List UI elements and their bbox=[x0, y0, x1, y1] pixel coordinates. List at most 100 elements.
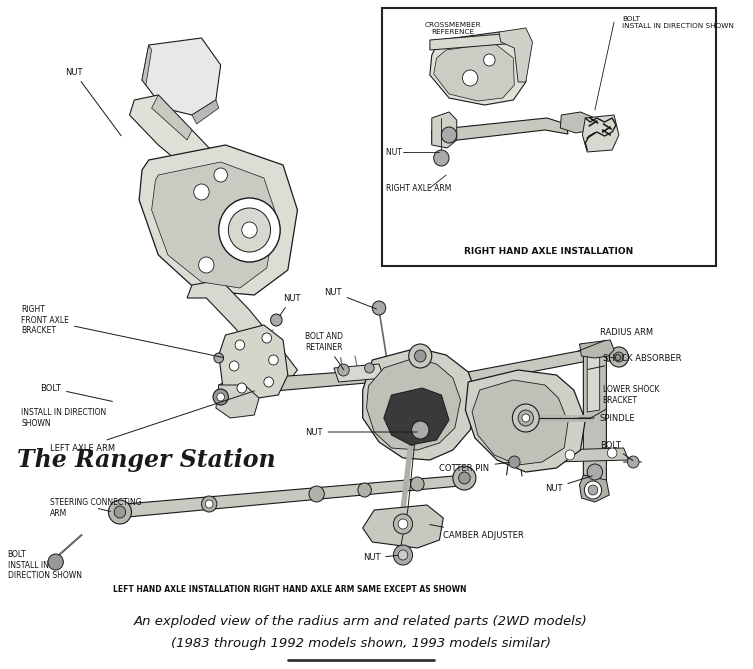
Circle shape bbox=[217, 393, 224, 401]
Text: LEFT AXLE ARM: LEFT AXLE ARM bbox=[50, 391, 255, 452]
Text: LOWER SHOCK
BRACKET: LOWER SHOCK BRACKET bbox=[590, 385, 659, 419]
Text: SPINDLE: SPINDLE bbox=[578, 413, 636, 423]
Text: BOLT
INSTALL IN
DIRECTION SHOWN: BOLT INSTALL IN DIRECTION SHOWN bbox=[8, 550, 81, 580]
Polygon shape bbox=[363, 348, 478, 460]
Circle shape bbox=[202, 496, 217, 512]
Polygon shape bbox=[192, 100, 219, 124]
Circle shape bbox=[459, 472, 470, 484]
Text: An exploded view of the radius arm and related parts (2WD models): An exploded view of the radius arm and r… bbox=[134, 615, 587, 628]
Text: BOLT AND
RETAINER: BOLT AND RETAINER bbox=[305, 332, 344, 370]
Text: CAMBER ADJUSTER: CAMBER ADJUSTER bbox=[430, 524, 524, 539]
Circle shape bbox=[398, 550, 408, 560]
Polygon shape bbox=[334, 364, 384, 382]
Polygon shape bbox=[580, 340, 614, 358]
Polygon shape bbox=[560, 112, 595, 133]
Polygon shape bbox=[472, 380, 568, 465]
Circle shape bbox=[213, 389, 228, 405]
Polygon shape bbox=[584, 345, 606, 485]
Polygon shape bbox=[434, 43, 514, 101]
Circle shape bbox=[237, 383, 246, 393]
Polygon shape bbox=[151, 162, 276, 288]
Circle shape bbox=[508, 456, 520, 468]
Polygon shape bbox=[384, 388, 449, 445]
Circle shape bbox=[230, 361, 239, 371]
Polygon shape bbox=[130, 95, 240, 195]
Polygon shape bbox=[468, 348, 622, 384]
Circle shape bbox=[409, 344, 431, 368]
Circle shape bbox=[199, 257, 214, 273]
Polygon shape bbox=[219, 368, 470, 395]
Polygon shape bbox=[367, 358, 461, 450]
Circle shape bbox=[522, 414, 529, 422]
Circle shape bbox=[587, 464, 602, 480]
Text: NUT: NUT bbox=[325, 288, 376, 309]
Circle shape bbox=[108, 500, 132, 524]
Circle shape bbox=[264, 377, 273, 387]
Circle shape bbox=[441, 127, 457, 143]
Polygon shape bbox=[465, 370, 585, 472]
Polygon shape bbox=[430, 32, 526, 105]
Circle shape bbox=[206, 500, 213, 508]
Circle shape bbox=[410, 477, 424, 491]
Polygon shape bbox=[363, 505, 444, 548]
Polygon shape bbox=[142, 38, 221, 115]
Circle shape bbox=[398, 519, 408, 529]
Polygon shape bbox=[216, 385, 259, 418]
Text: The Ranger Station: The Ranger Station bbox=[17, 448, 276, 472]
Polygon shape bbox=[139, 145, 297, 295]
Polygon shape bbox=[219, 325, 288, 400]
Circle shape bbox=[358, 483, 371, 497]
Circle shape bbox=[393, 514, 413, 534]
Polygon shape bbox=[587, 348, 599, 412]
Circle shape bbox=[412, 421, 429, 439]
Circle shape bbox=[194, 184, 209, 200]
Circle shape bbox=[364, 363, 374, 373]
Polygon shape bbox=[151, 95, 192, 140]
Text: RIGHT
FRONT AXLE
BRACKET: RIGHT FRONT AXLE BRACKET bbox=[21, 305, 223, 357]
Text: BOLT
INSTALL IN DIRECTION SHOWN: BOLT INSTALL IN DIRECTION SHOWN bbox=[622, 16, 733, 29]
Circle shape bbox=[614, 352, 623, 362]
Circle shape bbox=[338, 364, 349, 376]
Circle shape bbox=[242, 222, 257, 238]
Polygon shape bbox=[431, 118, 568, 143]
Circle shape bbox=[462, 70, 478, 86]
Circle shape bbox=[609, 347, 629, 367]
Circle shape bbox=[270, 314, 282, 326]
Polygon shape bbox=[219, 385, 230, 410]
Text: NUT -: NUT - bbox=[386, 147, 407, 157]
Circle shape bbox=[414, 350, 426, 362]
Text: STEERING CONNECTING
ARM: STEERING CONNECTING ARM bbox=[50, 498, 142, 518]
Circle shape bbox=[214, 168, 227, 182]
Circle shape bbox=[235, 340, 245, 350]
Polygon shape bbox=[499, 28, 532, 82]
Circle shape bbox=[114, 506, 126, 518]
Circle shape bbox=[262, 333, 272, 343]
Polygon shape bbox=[431, 112, 457, 148]
Text: RIGHT HAND AXLE INSTALLATION: RIGHT HAND AXLE INSTALLATION bbox=[464, 246, 633, 256]
Circle shape bbox=[627, 456, 639, 468]
Polygon shape bbox=[582, 115, 619, 152]
Text: SHOCK ABSORBER: SHOCK ABSORBER bbox=[588, 353, 681, 369]
Circle shape bbox=[48, 554, 63, 570]
Circle shape bbox=[309, 486, 325, 502]
Circle shape bbox=[372, 301, 386, 315]
Polygon shape bbox=[187, 280, 297, 382]
Text: NUT: NUT bbox=[66, 68, 121, 136]
Circle shape bbox=[453, 466, 476, 490]
Circle shape bbox=[512, 404, 539, 432]
Circle shape bbox=[588, 485, 598, 495]
Circle shape bbox=[393, 545, 413, 565]
Text: BOLT: BOLT bbox=[41, 383, 112, 401]
Text: NUT: NUT bbox=[363, 553, 398, 563]
Circle shape bbox=[483, 54, 495, 66]
Circle shape bbox=[269, 355, 279, 365]
Polygon shape bbox=[113, 475, 470, 518]
Text: LEFT HAND AXLE INSTALLATION RIGHT HAND AXLE ARM SAME EXCEPT AS SHOWN: LEFT HAND AXLE INSTALLATION RIGHT HAND A… bbox=[113, 585, 467, 595]
Circle shape bbox=[608, 448, 617, 458]
Circle shape bbox=[566, 450, 575, 460]
Text: NUT: NUT bbox=[280, 294, 300, 316]
Circle shape bbox=[214, 353, 224, 363]
Polygon shape bbox=[430, 32, 529, 50]
Circle shape bbox=[518, 410, 533, 426]
Polygon shape bbox=[142, 45, 151, 85]
